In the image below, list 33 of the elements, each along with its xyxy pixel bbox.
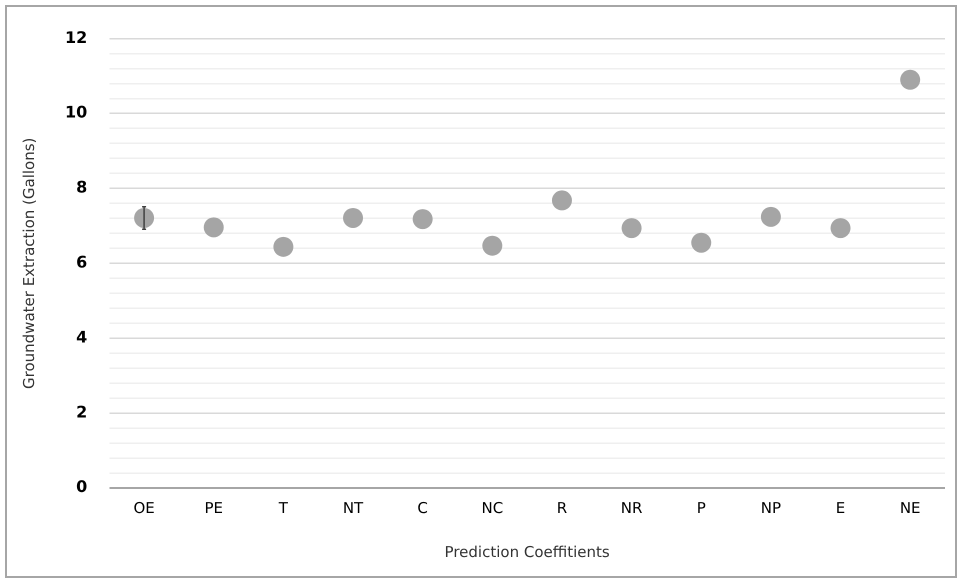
point <box>273 236 294 257</box>
x-tick-label: R <box>556 498 568 517</box>
x-tick-label: T <box>278 498 289 517</box>
point <box>760 206 781 227</box>
point <box>134 208 154 228</box>
y-tick-label: 2 <box>76 402 88 422</box>
point <box>412 209 433 230</box>
x-tick-label: NT <box>342 498 364 517</box>
x-tick-label: OE <box>133 498 155 517</box>
point <box>482 236 502 256</box>
point <box>552 190 572 210</box>
x-axis-title: Prediction Coeffitients <box>444 542 610 561</box>
x-tick-label: P <box>696 498 706 517</box>
y-tick-label: 12 <box>65 28 88 47</box>
x-tick-label: NE <box>900 498 921 517</box>
y-tick-label: 8 <box>76 178 88 197</box>
point <box>343 208 364 228</box>
x-tick-label: NP <box>760 498 782 517</box>
x-tick-label: NR <box>620 498 642 517</box>
y-tick-label: 6 <box>76 252 88 272</box>
y-tick-label: 4 <box>76 327 88 346</box>
point <box>622 218 642 238</box>
x-tick-label: PE <box>204 498 223 517</box>
y-axis-title: Groundwater Extraction (Gallons) <box>20 138 38 389</box>
point <box>691 232 712 253</box>
point <box>900 70 920 90</box>
y-tick-label: 10 <box>65 102 88 122</box>
point <box>830 218 851 238</box>
x-tick-label: C <box>417 498 428 517</box>
point <box>204 217 224 238</box>
y-tick-label: 0 <box>76 477 88 496</box>
x-tick-label: NC <box>481 498 504 517</box>
x-tick-label: E <box>836 498 846 517</box>
